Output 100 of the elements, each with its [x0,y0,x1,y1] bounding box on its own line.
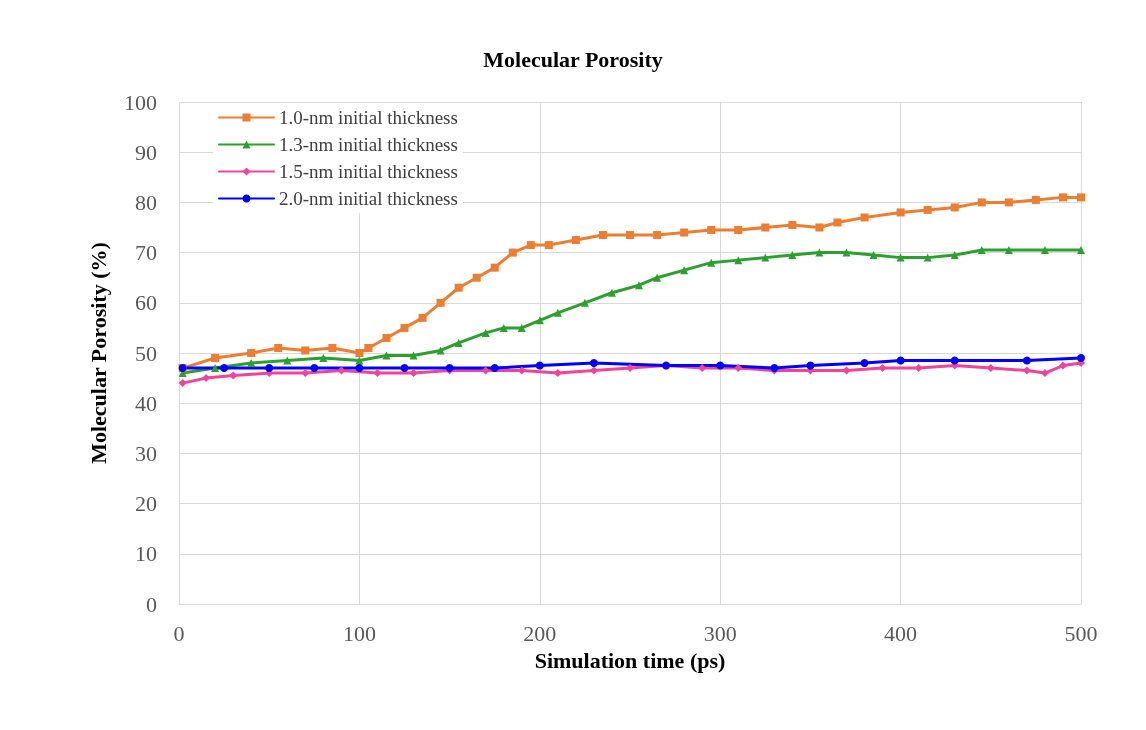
point [229,371,238,380]
point [607,288,616,297]
y-tick-label: 30 [135,440,157,466]
point [626,231,634,240]
point [869,251,878,260]
point [1022,366,1031,375]
point [788,251,797,260]
x-axis-title: Simulation time (ps) [534,647,726,673]
point [526,241,535,250]
point [707,226,716,235]
point [319,354,328,363]
point [878,364,887,373]
point [400,364,409,373]
point [211,354,220,363]
point [598,231,607,240]
y-tick-label: 20 [135,491,157,517]
point [220,364,229,373]
point [589,366,598,375]
point [247,359,256,368]
point [580,298,589,307]
point [508,248,517,257]
point [337,366,346,375]
point [860,359,869,368]
point [788,220,797,229]
point [364,343,373,352]
point [481,366,490,375]
point [896,208,905,217]
legend-label: 1.0-nm initial thickness [279,107,458,128]
point [833,218,842,227]
y-tick-label: 10 [135,541,157,567]
point [896,253,905,262]
point [680,266,689,275]
point [950,203,959,212]
point [301,346,310,355]
point [761,223,770,232]
point [815,248,824,257]
point [454,338,463,347]
point [544,241,553,250]
point [517,323,526,332]
point [653,273,662,282]
point [716,361,725,370]
point [472,273,481,282]
point [328,343,337,352]
point [382,351,391,360]
x-tick-label: 300 [703,620,737,646]
point [382,333,391,342]
chart-title: Molecular Porosity [483,46,663,72]
point [680,228,689,237]
point [490,263,499,272]
x-tick-label: 500 [1064,620,1098,646]
point [923,253,932,262]
x-tick-label: 100 [342,620,376,646]
point [373,369,382,378]
point [1058,193,1067,202]
point [535,361,544,370]
point [734,226,743,235]
point [707,258,716,267]
y-tick-label: 70 [135,240,157,266]
point [653,231,662,240]
legend-label: 2.0-nm initial thickness [279,188,458,209]
y-tick-label: 100 [124,89,157,115]
x-tick-label: 400 [884,620,918,646]
point [635,281,644,290]
point [842,248,851,257]
y-tick-label: 60 [135,290,157,316]
y-tick-label: 40 [135,390,157,416]
point [626,364,634,373]
point [589,359,598,368]
point [454,283,463,292]
point [1004,246,1013,255]
point [418,313,427,322]
y-tick-label: 90 [135,139,157,165]
point [977,198,986,207]
point [355,349,364,357]
point [355,356,364,365]
point [436,298,445,307]
point [490,364,499,373]
y-tick-label: 0 [146,591,157,617]
point [1004,198,1013,207]
point [211,364,220,373]
point [1031,195,1040,204]
point [283,356,292,365]
point [734,364,743,373]
x-tick-label: 0 [173,620,185,646]
point [950,356,959,365]
point [178,379,187,388]
point [274,343,283,352]
point [409,351,418,360]
point [1077,193,1085,202]
point [355,364,364,373]
point [265,364,274,373]
point [409,369,418,378]
y-tick-label: 50 [135,340,157,366]
point [815,223,824,232]
point [896,356,905,365]
point [481,328,490,337]
x-tick-label: 200 [523,620,557,646]
y-axis-title: Molecular Porosity (%) [85,242,111,464]
point [860,213,869,222]
point [553,308,562,317]
